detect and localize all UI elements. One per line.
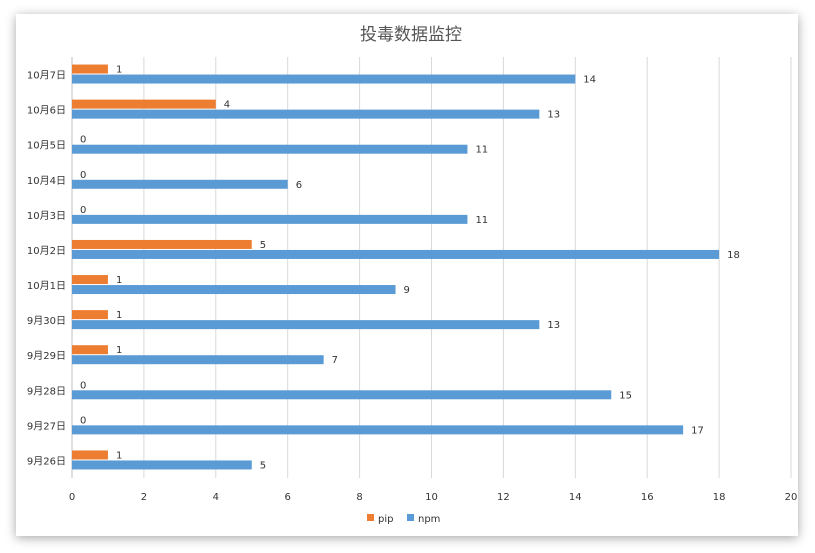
category-label: 10月2日 — [27, 245, 66, 257]
category-label: 10月7日 — [27, 70, 66, 82]
data-label-npm: 9 — [404, 285, 410, 296]
data-label-pip: 0 — [80, 135, 86, 146]
category-label: 9月29日 — [27, 350, 66, 362]
bar-pip — [72, 450, 108, 460]
bars — [72, 64, 720, 470]
category-label: 10月5日 — [27, 140, 66, 152]
category-label: 10月1日 — [27, 280, 66, 292]
bar-npm — [72, 460, 252, 470]
x-tick-label: 18 — [713, 492, 726, 503]
chart-frame: 投毒数据监控 1 14 4 13 0 11 0 6 0 11 5 18 1 9 1 13 1 7 0 15 0 17 1 5 … — [16, 14, 798, 536]
data-label-pip: 0 — [80, 380, 86, 391]
data-label-npm: 14 — [583, 75, 596, 86]
bar-pip — [72, 275, 108, 285]
data-label-pip: 1 — [116, 275, 122, 286]
x-tick-label: 20 — [785, 492, 798, 503]
bar-pip — [72, 310, 108, 320]
x-tick-label: 4 — [213, 492, 219, 503]
x-tick-label: 16 — [641, 492, 654, 503]
data-label-npm: 11 — [475, 145, 488, 156]
category-label: 9月28日 — [27, 385, 66, 397]
category-label: 9月26日 — [27, 455, 66, 467]
data-label-pip: 1 — [116, 65, 122, 76]
chart-title: 投毒数据监控 — [360, 25, 462, 45]
bar-npm — [72, 390, 612, 400]
x-axis-ticks: 0 2 4 6 8 10 12 14 16 18 20 — [69, 492, 798, 503]
legend: pip npm — [367, 514, 440, 525]
data-label-npm: 15 — [619, 390, 632, 401]
bar-npm — [72, 425, 684, 435]
bar-npm — [72, 355, 324, 365]
data-label-npm: 17 — [691, 425, 704, 436]
bar-npm — [72, 249, 720, 259]
category-label: 9月27日 — [27, 420, 66, 432]
x-tick-label: 14 — [569, 492, 582, 503]
category-label: 10月6日 — [27, 105, 66, 117]
data-label-pip: 1 — [116, 310, 122, 321]
legend-label-pip: pip — [378, 514, 393, 525]
legend-swatch-npm — [407, 514, 414, 521]
data-label-pip: 1 — [116, 345, 122, 356]
bar-pip — [72, 99, 216, 109]
data-label-npm: 5 — [260, 460, 266, 471]
data-label-npm: 18 — [727, 250, 740, 261]
category-label: 9月30日 — [27, 315, 66, 327]
data-label-npm: 7 — [332, 355, 338, 366]
legend-label-npm: npm — [418, 514, 440, 525]
data-label-npm: 11 — [475, 215, 488, 226]
x-tick-label: 0 — [69, 492, 75, 503]
data-label-pip: 5 — [260, 240, 266, 251]
x-tick-label: 10 — [425, 492, 438, 503]
chart: 投毒数据监控 11441301106011518191131701501715 … — [27, 25, 798, 525]
data-label-pip: 0 — [80, 205, 86, 216]
bar-pip — [72, 64, 108, 74]
bar-npm — [72, 179, 288, 189]
data-label-pip: 1 — [116, 450, 122, 461]
x-tick-label: 6 — [285, 492, 291, 503]
x-tick-label: 2 — [141, 492, 147, 503]
bar-npm — [72, 74, 576, 84]
y-axis-categories: 10月7日 10月6日 10月5日 10月4日 10月3日 10月2日 10月1日 9月30日… — [27, 70, 66, 468]
bar-npm — [72, 214, 468, 224]
data-label-pip: 4 — [224, 100, 230, 111]
legend-swatch-pip — [367, 514, 374, 521]
data-label-npm: 13 — [547, 110, 560, 121]
bar-pip — [72, 239, 252, 249]
x-tick-label: 12 — [497, 492, 510, 503]
data-label-pip: 0 — [80, 170, 86, 181]
category-label: 10月3日 — [27, 210, 66, 222]
x-tick-label: 8 — [356, 492, 362, 503]
bar-pip — [72, 345, 108, 355]
data-label-pip: 0 — [80, 415, 86, 426]
bar-npm — [72, 285, 396, 295]
data-label-npm: 6 — [296, 180, 302, 191]
bar-npm — [72, 144, 468, 154]
bar-npm — [72, 109, 540, 119]
data-label-npm: 13 — [547, 320, 560, 331]
gridlines — [71, 57, 792, 478]
bar-npm — [72, 320, 540, 330]
category-label: 10月4日 — [27, 175, 66, 187]
